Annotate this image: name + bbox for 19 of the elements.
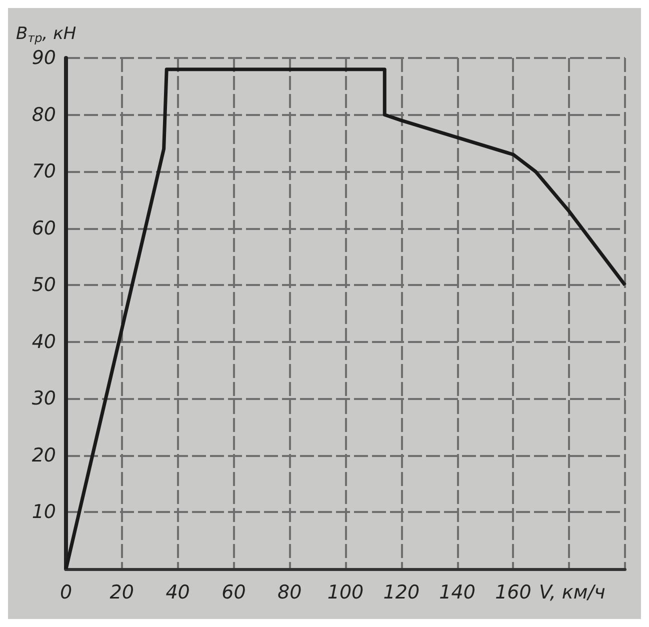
- y-tick-label: 50: [32, 274, 56, 296]
- x-tick-label: 140: [439, 582, 476, 604]
- y-tick-label: 20: [32, 444, 56, 466]
- y-tick-label: 60: [32, 217, 56, 240]
- x-tick-label: 60: [222, 582, 246, 604]
- x-tick-label: 100: [327, 582, 364, 604]
- y-tick-label: 90: [32, 47, 56, 69]
- x-tick-label: 160: [495, 582, 532, 604]
- x-tick-label: 20: [110, 582, 134, 604]
- y-tick-label: 10: [32, 501, 56, 524]
- y-tick-label: 40: [32, 330, 56, 353]
- x-tick-label: 0: [60, 582, 72, 604]
- y-tick-label: 30: [32, 388, 56, 410]
- x-tick-label: 80: [278, 582, 302, 604]
- x-tick-label: 40: [166, 582, 190, 604]
- y-tick-label: 80: [32, 104, 56, 126]
- y-tick-label: 70: [32, 160, 56, 183]
- x-tick-label: 120: [383, 582, 420, 604]
- x-axis-title: V, км/ч: [539, 582, 606, 604]
